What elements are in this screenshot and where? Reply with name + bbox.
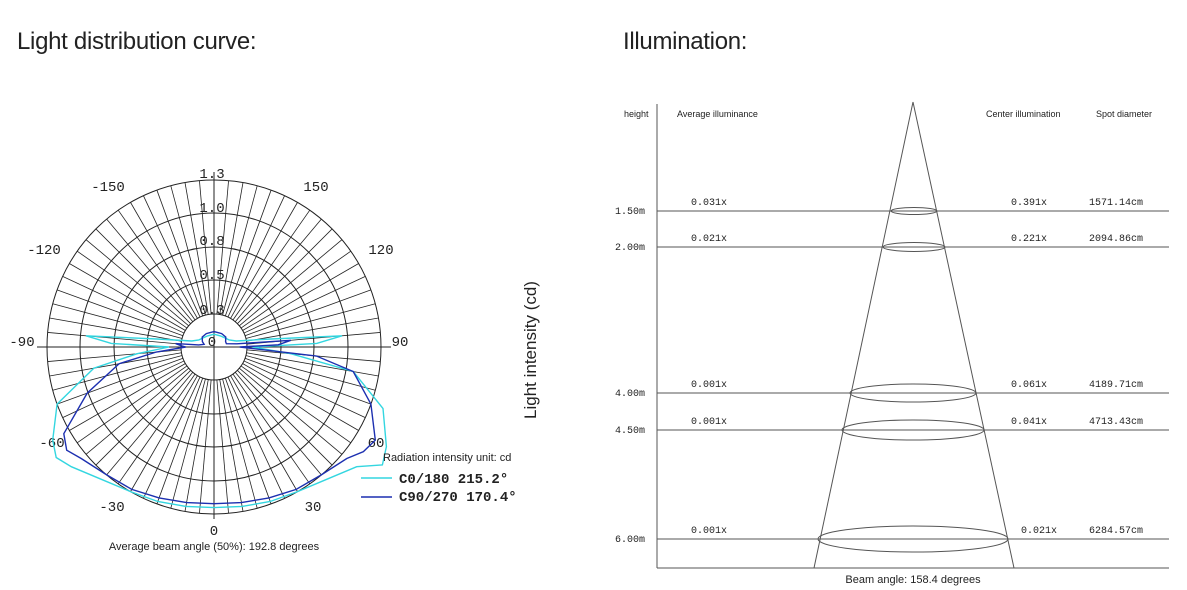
illum-row: 2.00m 0.021x 0.221x 2094.86cm [615, 234, 1169, 254]
illum-row: 1.50m 0.031x 0.391x 1571.14cm [615, 198, 1169, 218]
angle-label-0: 0 [210, 524, 218, 540]
unit-note: Radiation intensity unit: cd [383, 452, 511, 464]
ring-label: 1.3 [199, 167, 224, 183]
ring-label: 1.0 [199, 201, 224, 217]
row-avg: 0.021x [691, 234, 727, 245]
legend-c0-label: C0/180 215.2° [399, 472, 508, 488]
light-distribution-heading: Light distribution curve: [17, 28, 257, 55]
illumination-diagram: height Average illuminance Center illumi… [615, 101, 1169, 586]
row-avg: 0.001x [691, 417, 727, 428]
ring-labels: 0 0.3 0.5 0.8 1.0 1.3 [199, 167, 224, 351]
spot-ellipse [817, 525, 1009, 553]
row-height: 6.00m [615, 535, 645, 546]
header-average-illuminance: Average illuminance [677, 109, 758, 119]
polar-curves [51, 330, 388, 509]
header-height: height [624, 109, 649, 119]
spot-ellipse [890, 207, 938, 215]
row-avg: 0.001x [691, 526, 727, 537]
row-center: 0.061x [1011, 380, 1047, 391]
cone-left-edge [813, 101, 914, 569]
angle-label-60: 60 [368, 436, 385, 452]
ring-label: 0.3 [199, 303, 224, 319]
polar-grid [37, 172, 391, 519]
angle-label-neg30: -30 [99, 500, 124, 516]
angle-label-150: 150 [303, 180, 328, 196]
angle-label-30: 30 [305, 500, 322, 516]
row-center: 0.041x [1011, 417, 1047, 428]
beam-angle-note: Beam angle: 158.4 degrees [845, 574, 981, 586]
row-spot: 1571.14cm [1089, 198, 1143, 209]
angle-label-neg150: -150 [91, 180, 125, 196]
header-spot-diameter: Spot diameter [1096, 109, 1152, 119]
row-height: 4.50m [615, 426, 645, 437]
angle-labels: 0 30 60 90 120 150 -150 -120 -90 -60 -30 [9, 180, 408, 540]
cone-right-edge [912, 101, 1015, 569]
row-height: 2.00m [615, 243, 645, 254]
row-spot: 2094.86cm [1089, 234, 1143, 245]
angle-label-90: 90 [392, 335, 409, 351]
spot-ellipse [882, 242, 946, 252]
illum-row: 4.50m 0.001x 0.041x 4713.43cm [615, 417, 1169, 441]
row-center: 0.391x [1011, 198, 1047, 209]
spot-ellipse [849, 383, 977, 403]
average-beam-note: Average beam angle (50%): 192.8 degrees [109, 541, 320, 553]
row-height: 4.00m [615, 389, 645, 400]
ring-label: 0.8 [199, 234, 224, 250]
row-avg: 0.031x [691, 198, 727, 209]
spot-ellipse [841, 419, 985, 441]
illum-row: 6.00m 0.001x 0.021x 6284.57cm [615, 525, 1169, 553]
angle-label-neg120: -120 [27, 243, 61, 259]
illum-row: 4.00m 0.001x 0.061x 4189.71cm [615, 380, 1169, 403]
angle-label-120: 120 [368, 243, 393, 259]
polar-chart: 0 0.3 0.5 0.8 1.0 1.3 0 30 60 90 120 150… [9, 167, 540, 553]
row-center: 0.021x [1021, 526, 1057, 537]
row-center: 0.221x [1011, 234, 1047, 245]
y-axis-label: Light intensity (cd) [521, 281, 540, 419]
ring-label: 0.5 [199, 268, 224, 284]
row-spot: 4189.71cm [1089, 380, 1143, 391]
illumination-heading: Illumination: [623, 28, 748, 55]
header-center-illumination: Center illumination [986, 109, 1061, 119]
ring-label: 0 [208, 335, 216, 351]
row-spot: 6284.57cm [1089, 526, 1143, 537]
legend-c90-label: C90/270 170.4° [399, 490, 517, 506]
angle-label-neg90: -90 [9, 335, 34, 351]
polar-curve-c0-180 [51, 333, 388, 509]
legend: C0/180 215.2° C90/270 170.4° [361, 472, 517, 506]
row-height: 1.50m [615, 207, 645, 218]
polar-curve-c90-270 [63, 330, 377, 505]
row-avg: 0.001x [691, 380, 727, 391]
angle-label-neg60: -60 [39, 436, 64, 452]
row-spot: 4713.43cm [1089, 417, 1143, 428]
